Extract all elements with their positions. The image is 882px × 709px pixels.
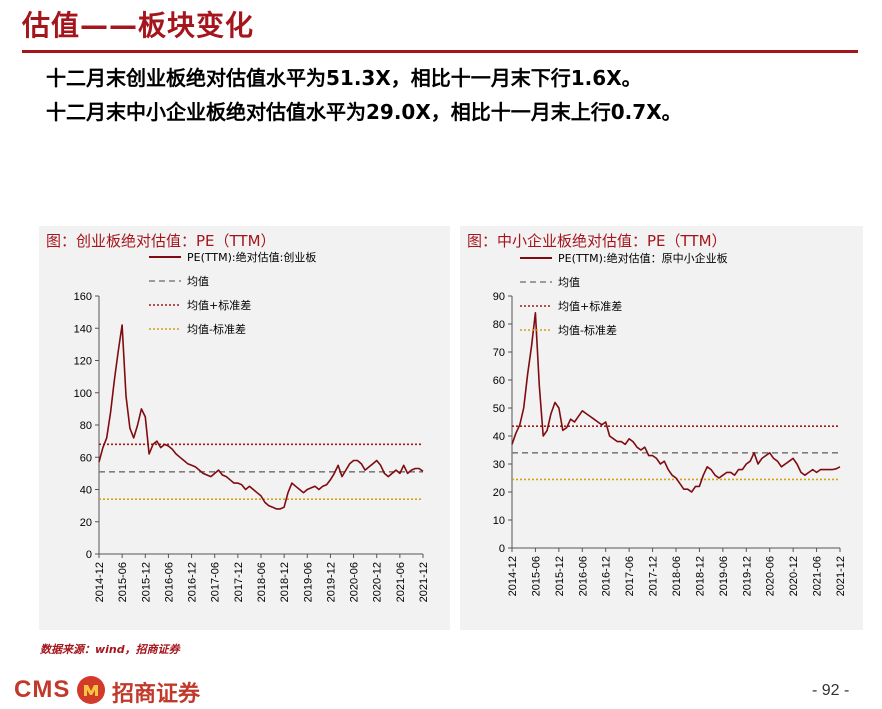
y-tick-label: 60 xyxy=(80,452,92,464)
y-tick-label: 70 xyxy=(493,347,505,359)
cms-logo-icon xyxy=(77,676,105,704)
x-tick-label: 2017-06 xyxy=(624,556,636,596)
y-tick-label: 120 xyxy=(74,356,92,368)
series-line-pe xyxy=(511,312,841,493)
series-line-pe xyxy=(98,324,424,510)
x-tick-label: 2018-12 xyxy=(279,562,291,602)
x-tick-label: 2015-06 xyxy=(117,562,129,602)
x-tick-label: 2020-06 xyxy=(765,556,777,596)
logo-cms-text: CMS xyxy=(14,676,71,703)
x-tick-label: 2016-06 xyxy=(577,556,589,596)
x-tick-label: 2019-12 xyxy=(741,556,753,596)
x-tick-label: 2021-06 xyxy=(812,556,824,596)
page-title: 估值——板块变化 xyxy=(22,9,255,42)
x-tick-label: 2020-12 xyxy=(788,556,800,596)
x-tick-label: 2015-06 xyxy=(530,556,542,596)
legend-label-1: 均值 xyxy=(187,275,209,288)
y-tick-label: 100 xyxy=(74,388,92,400)
chart-title-sme: 图：中小企业板绝对估值：PE（TTM） xyxy=(467,232,727,250)
chart-panel-chinext: 图：创业板绝对估值：PE（TTM） 0 20 40 60 80 100 120 140 160 2… xyxy=(39,226,450,630)
x-tick-label: 2020-06 xyxy=(349,562,361,602)
y-tick-label: 80 xyxy=(80,420,92,432)
summary-chinext: 十二月末创业板绝对估值水平为51.3X，相比十一月末下行1.6X。 xyxy=(46,66,642,90)
legend-label-3: 均值-标准差 xyxy=(187,322,246,336)
x-tick-label: 2021-12 xyxy=(835,556,847,596)
summary-sme: 十二月末中小企业板绝对估值水平为29.0X，相比十一月末上行0.7X。 xyxy=(46,100,682,124)
chart-sme: 0 10 20 30 40 50 60 70 80 90 2014-12 2015-06 2015-12… xyxy=(493,251,847,596)
y-tick-label: 20 xyxy=(80,517,92,529)
x-tick-label: 2020-12 xyxy=(372,562,384,602)
legend-label-0: PE(TTM):绝对估值:创业板 xyxy=(187,250,316,264)
legend-label-2: 均值+标准差 xyxy=(558,299,622,313)
legend-label-3: 均值-标准差 xyxy=(558,323,617,337)
x-tick-label: 2019-06 xyxy=(302,562,314,602)
y-tick-label: 30 xyxy=(493,459,505,471)
chart-panel-sme: 图：中小企业板绝对估值：PE（TTM） 0 10 20 30 40 50 60 70 80 90 2… xyxy=(460,226,863,630)
x-tick-label: 2015-12 xyxy=(140,562,152,602)
chart-title-chinext: 图：创业板绝对估值：PE（TTM） xyxy=(46,232,276,250)
x-tick-label: 2017-12 xyxy=(233,562,245,602)
y-tick-label: 40 xyxy=(80,485,92,497)
logo-cn-text: 招商证券 xyxy=(112,682,201,707)
x-tick-label: 2016-12 xyxy=(601,556,613,596)
legend-label-2: 均值+标准差 xyxy=(187,298,251,312)
y-tick-label: 80 xyxy=(493,319,505,331)
x-tick-label: 2016-12 xyxy=(187,562,199,602)
x-tick-label: 2018-06 xyxy=(256,562,268,602)
y-tick-label: 60 xyxy=(493,375,505,387)
x-tick-label: 2015-12 xyxy=(554,556,566,596)
y-tick-label: 0 xyxy=(499,543,505,555)
x-tick-label: 2018-12 xyxy=(694,556,706,596)
x-tick-label: 2021-12 xyxy=(418,562,430,602)
x-tick-label: 2017-06 xyxy=(210,562,222,602)
x-tick-label: 2014-12 xyxy=(507,556,519,596)
y-tick-label: 90 xyxy=(493,291,505,303)
y-tick-label: 140 xyxy=(74,323,92,335)
y-tick-label: 50 xyxy=(493,403,505,415)
x-tick-label: 2021-06 xyxy=(395,562,407,602)
legend-label-0: PE(TTM):绝对估值：原中小企业板 xyxy=(558,251,728,265)
x-tick-label: 2018-06 xyxy=(671,556,683,596)
title-rule xyxy=(22,50,858,53)
y-tick-label: 160 xyxy=(74,291,92,303)
x-tick-label: 2019-06 xyxy=(718,556,730,596)
data-source-note: 数据来源：wind，招商证券 xyxy=(40,643,180,656)
x-tick-label: 2019-12 xyxy=(325,562,337,602)
legend-label-1: 均值 xyxy=(558,276,580,289)
chart-chinext: 0 20 40 60 80 100 120 140 160 2014-12 2015-06 2015-… xyxy=(74,250,430,602)
y-tick-label: 40 xyxy=(493,431,505,443)
x-tick-label: 2014-12 xyxy=(94,562,106,602)
y-tick-label: 20 xyxy=(493,487,505,499)
page-number: - 92 - xyxy=(812,682,850,699)
x-tick-label: 2017-12 xyxy=(648,556,660,596)
y-tick-label: 10 xyxy=(493,515,505,527)
y-tick-label: 0 xyxy=(86,549,92,561)
x-tick-label: 2016-06 xyxy=(163,562,175,602)
